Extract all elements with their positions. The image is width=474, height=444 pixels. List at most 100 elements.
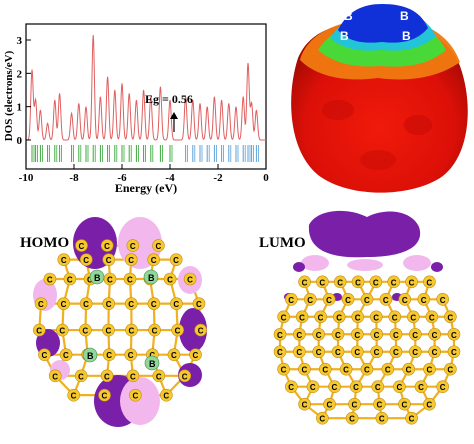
carbon-label: C	[173, 300, 179, 309]
carbon-label: C	[104, 242, 110, 251]
carbon-label: C	[83, 256, 89, 265]
carbon-atom: C	[193, 298, 205, 310]
carbon-atom: C	[170, 298, 182, 310]
carbon-label: C	[375, 383, 381, 392]
esp-dimple	[360, 150, 396, 170]
carbon-atom: C	[406, 412, 418, 424]
carbon-label: C	[102, 392, 108, 401]
carbon-label: C	[296, 331, 302, 340]
carbon-label: C	[376, 401, 382, 410]
esp-dimple	[322, 100, 354, 120]
carbon-atom: C	[153, 370, 165, 382]
carbon-label: C	[281, 313, 287, 322]
carbon-atom: C	[80, 254, 92, 266]
carbon-label: C	[78, 372, 84, 381]
carbon-label: C	[128, 351, 134, 360]
x-tick-label: 0	[263, 172, 269, 184]
carbon-atom: C	[35, 298, 47, 310]
carbon-label: C	[349, 415, 355, 424]
carbon-label: C	[193, 351, 199, 360]
carbon-atom: C	[370, 311, 382, 323]
carbon-atom: C	[101, 370, 113, 382]
carbon-label: C	[354, 331, 360, 340]
carbon-label: C	[335, 348, 341, 357]
carbon-atom: C	[361, 363, 373, 375]
carbon-label: C	[353, 383, 359, 392]
carbon-atom: C	[351, 328, 363, 340]
carbon-label: C	[402, 296, 408, 305]
carbon-label: C	[59, 327, 65, 336]
y-tick-label: 1	[17, 102, 23, 114]
carbon-atom: C	[334, 276, 346, 288]
carbon-label: C	[393, 331, 399, 340]
x-tick-label: -10	[19, 172, 34, 184]
carbon-atom: C	[350, 381, 362, 393]
carbon-atom: C	[424, 363, 436, 375]
carbon-label: C	[440, 296, 446, 305]
carbon-label: C	[429, 313, 435, 322]
carbon-atom: C	[313, 328, 325, 340]
carbon-label: C	[182, 372, 188, 381]
carbon-atom: C	[448, 346, 460, 358]
carbon-atom: C	[172, 324, 184, 336]
x-tick-label: -2	[213, 172, 223, 184]
carbon-label: C	[345, 296, 351, 305]
carbon-label: C	[335, 331, 341, 340]
carbon-label: C	[277, 331, 283, 340]
carbon-label: C	[82, 327, 88, 336]
carbon-atom: C	[285, 381, 297, 393]
carbon-label: C	[163, 392, 169, 401]
carbon-atom: C	[278, 311, 290, 323]
carbon-atom: C	[429, 328, 441, 340]
lumo-title: LUMO	[259, 235, 306, 251]
carbon-atom: C	[49, 370, 61, 382]
carbon-label: C	[104, 372, 110, 381]
carbon-atom: C	[127, 240, 139, 252]
carbon-label: C	[426, 278, 432, 287]
carbon-label: C	[352, 401, 358, 410]
carbon-atom: C	[333, 311, 345, 323]
orbital-lobe	[347, 259, 383, 271]
carbon-label: C	[47, 276, 53, 285]
carbon-label: C	[132, 392, 138, 401]
carbon-atom: C	[299, 276, 311, 288]
carbon-atom: C	[407, 311, 419, 323]
carbon-atom: C	[58, 298, 70, 310]
carbon-label: C	[409, 278, 415, 287]
carbon-atom: C	[370, 276, 382, 288]
carbon-atom: C	[388, 276, 400, 288]
x-tick-label: -8	[69, 172, 79, 184]
y-tick-label: 3	[17, 35, 23, 47]
carbon-atom: C	[390, 346, 402, 358]
carbon-atom: C	[329, 381, 341, 393]
carbon-label: C	[409, 415, 415, 424]
carbon-atom: C	[415, 381, 427, 393]
carbon-atom: C	[103, 254, 115, 266]
carbon-atom: C	[429, 346, 441, 358]
esp-dimple	[404, 115, 432, 135]
carbon-atom: C	[361, 293, 373, 305]
carbon-label: C	[156, 372, 162, 381]
carbon-label: C	[364, 296, 370, 305]
carbon-label: C	[296, 348, 302, 357]
orbital-level-bars	[32, 145, 258, 162]
carbon-atom: C	[102, 324, 114, 336]
carbon-label: C	[173, 256, 179, 265]
carbon-atom: C	[125, 298, 137, 310]
carbon-label: C	[364, 366, 370, 375]
carbon-atom: C	[372, 381, 384, 393]
x-axis-label: Energy (eV)	[115, 181, 177, 195]
carbon-atom: C	[190, 349, 202, 361]
carbon-atom: C	[349, 398, 361, 410]
carbon-label: C	[410, 313, 416, 322]
carbon-atom: C	[323, 293, 335, 305]
carbon-label: C	[106, 351, 112, 360]
carbon-label: C	[106, 256, 112, 265]
carbon-atom: C	[68, 389, 80, 401]
carbon-label: C	[130, 372, 136, 381]
carbon-atom: C	[315, 311, 327, 323]
carbon-label: C	[440, 383, 446, 392]
homo-title: HOMO	[20, 235, 69, 251]
carbon-label: C	[432, 331, 438, 340]
